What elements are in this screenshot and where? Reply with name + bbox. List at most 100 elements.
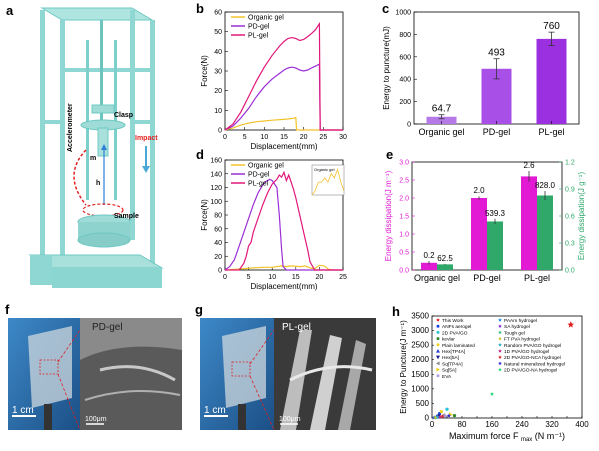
gel-label-f: PD-gel	[92, 322, 123, 333]
chart-c: 0 200 400 600 800 1000 Energy to puncture(mJ) 6…	[382, 10, 580, 137]
panel-letter-e: e	[386, 147, 393, 162]
scale-sem-f: 100μm	[85, 416, 107, 423]
data-point	[435, 414, 440, 419]
y-tick-label: 0.0	[399, 268, 409, 275]
y-axis-label: Energy to puncture(mJ)	[382, 26, 391, 110]
bar-series-2	[537, 195, 553, 270]
chart-h: 0 80 160 240 320 400 0 500 1000 1500 2000 2500 3000 3…	[399, 312, 589, 444]
panel-e: e 0.00.51.01.52.02.53.00.00.30.60.91.2En…	[384, 147, 586, 283]
y-tick-label: 0	[218, 268, 222, 275]
scale-sem-g: 100μm	[279, 416, 301, 423]
legend-label: Plain laminated	[442, 343, 475, 349]
x-tick-label: 25	[319, 134, 327, 141]
legend-label: PL-gel	[248, 181, 269, 188]
x-tick-label: PD-gel	[473, 273, 501, 283]
x-tick-label: 5	[243, 134, 247, 141]
bar-value-label: 539.3	[485, 209, 506, 218]
y-tick-label: 800	[399, 32, 411, 39]
panel-letter-h: h	[392, 304, 400, 319]
x-tick-label: 20	[316, 274, 324, 281]
y-tick-label: 50	[214, 29, 222, 36]
data-point	[567, 321, 575, 328]
legend-marker	[436, 318, 440, 322]
legend-label: Tough gel	[504, 330, 525, 336]
legend-label: PD-gel	[248, 24, 270, 31]
chart-e: 0.00.51.01.52.02.53.00.00.30.60.91.2Ener…	[384, 160, 586, 284]
y-tick-label: 600	[399, 54, 411, 61]
legend-marker	[436, 367, 440, 372]
legend-label: FT PVA hydrogel	[504, 337, 540, 343]
panel-d: d 0 5 10 15 20 25 0 20 40 60 80 100 120 140 160 Displac…	[196, 147, 347, 291]
legend-marker	[436, 337, 440, 341]
legend-label: PAAm hydrogel	[504, 318, 537, 324]
y-tick-label: 120	[210, 185, 222, 192]
bar-series-1	[421, 262, 437, 270]
legend-marker	[436, 343, 440, 347]
y-tick-label: 40	[214, 240, 222, 247]
y-tick-label: 2.0	[399, 196, 409, 203]
y-tick-label: 1.0	[399, 232, 409, 239]
y-axis-label: Force(N)	[200, 199, 209, 231]
panel-a: a	[6, 3, 164, 288]
y-tick-label: 60	[214, 226, 222, 233]
legend-marker	[436, 361, 440, 366]
inset-line	[311, 167, 345, 196]
bar-value-label: 0.2	[423, 251, 435, 260]
data-point	[440, 414, 445, 419]
legend-label: SA hydrogel	[504, 324, 530, 330]
scale-photo-f: 1 cm	[12, 405, 34, 416]
y2-axis-label: Energy dissipation(J g⁻¹)	[577, 172, 586, 261]
legend-marker	[498, 355, 502, 359]
bar-value-label: 2.0	[473, 186, 485, 195]
y-tick-label: 2000	[411, 355, 429, 364]
x-tick-label: 0	[223, 274, 227, 281]
series-line-pl-gel	[224, 21, 343, 131]
panel-letter-d: d	[196, 147, 204, 162]
bar-value-label: 2.6	[523, 161, 535, 170]
y-tick-label: 20	[214, 88, 222, 95]
data-point	[445, 407, 449, 411]
y-axis-label: Energy dissipation(J m⁻¹)	[384, 170, 393, 261]
plot-frame	[224, 11, 344, 131]
y2-tick-label: 1.2	[565, 160, 575, 167]
gel-label-g: PL-gel	[282, 322, 311, 333]
legend-marker	[498, 336, 502, 341]
legend-label: 1D PVA/GO hydrogel	[504, 349, 549, 355]
legend-marker	[436, 349, 440, 353]
series-line-pd-gel	[224, 63, 343, 131]
legend-label: Sq[5A]	[442, 368, 456, 374]
x-tick-label: 0	[430, 420, 435, 429]
bar	[426, 116, 457, 124]
x-tick-label: 160	[485, 420, 499, 429]
bar-series-2	[487, 221, 503, 270]
y-tick-label: 30	[214, 69, 222, 76]
data-point	[446, 413, 451, 418]
x-tick-label: 80	[458, 420, 467, 429]
legend-label: kevlar	[442, 337, 455, 343]
bar-value-label: 760	[543, 21, 560, 32]
legend-label: PD-gel	[248, 172, 270, 179]
x-axis-label: Displacement(mm)	[250, 282, 317, 291]
y-tick-label: 500	[416, 399, 430, 408]
y-tick-label: 100	[210, 199, 222, 206]
y-axis-label: Force(N)	[200, 55, 209, 87]
y-tick-label: 10	[214, 108, 222, 115]
clasp-label: Clasp	[114, 112, 133, 119]
panel-b: b 0 5 10 15 20 25 30 0 10 20 30 40 50 60 Displacement(…	[196, 1, 347, 151]
panel-letter-a: a	[6, 3, 14, 18]
chart-b: 0 5 10 15 20 25 30 0 10 20 30 40 50 60 Displacement(mm…	[200, 10, 347, 152]
y-tick-label: 1500	[411, 370, 429, 379]
legend-label: Random PVA/GO hydrogel	[504, 343, 561, 349]
y-tick-label: 1000	[411, 384, 429, 393]
legend-label: 2D PVA/GO-NCA hydrogel	[504, 355, 561, 361]
bar-series-2	[437, 264, 453, 270]
height-label: h	[96, 180, 100, 187]
y2-tick-label: 0.6	[565, 214, 575, 221]
data-point	[443, 414, 447, 418]
legend-label: Hex[TP4A]	[442, 349, 465, 355]
x-tick-label: 25	[339, 274, 347, 281]
data-point	[439, 409, 444, 414]
legend-label: 2D PVA/GO	[442, 330, 468, 336]
x-tick-label: 15	[292, 274, 300, 281]
x-tick-label: Organic gel	[414, 273, 460, 283]
